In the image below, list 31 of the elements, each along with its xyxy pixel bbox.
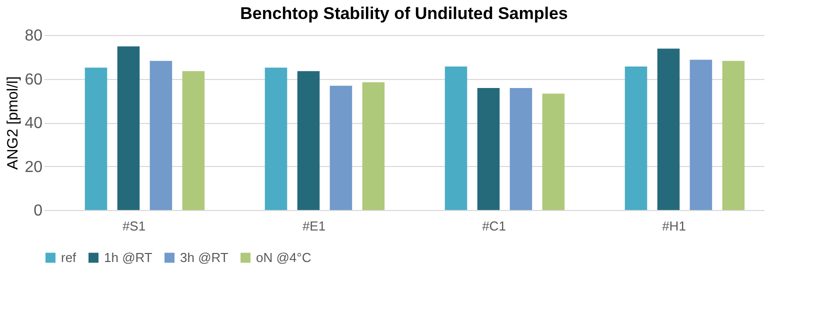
y-tick-label: 60 <box>24 71 43 88</box>
bar <box>477 88 500 210</box>
y-axis-title: ANG2 [pmol/l] <box>4 76 22 170</box>
legend-label: ref <box>61 250 77 265</box>
y-tick-label: 0 <box>34 202 43 220</box>
bar <box>297 71 320 210</box>
x-tick-label: #H1 <box>662 218 686 234</box>
legend-label: 3h @RT <box>180 250 228 265</box>
bar <box>264 68 288 210</box>
bar <box>542 94 565 210</box>
x-tick-label: #S1 <box>122 218 146 234</box>
y-tick-label: 80 <box>24 28 43 44</box>
bar <box>330 86 352 210</box>
y-tick-label: 20 <box>24 158 43 176</box>
x-tick-label: #C1 <box>482 218 506 234</box>
bar <box>657 48 680 210</box>
legend-label: oN @4°C <box>256 250 312 265</box>
bar <box>84 68 108 210</box>
bar <box>362 82 385 210</box>
bar <box>690 60 712 210</box>
bar <box>117 46 140 210</box>
x-tick-label: #E1 <box>302 218 326 234</box>
bar <box>510 88 532 210</box>
bar <box>182 71 205 210</box>
y-tick-label: 40 <box>24 115 43 132</box>
bar <box>722 60 745 210</box>
bar <box>150 60 172 210</box>
bar <box>624 66 648 210</box>
chart-title: Benchtop Stability of Undiluted Samples <box>240 4 568 23</box>
legend-label: 1h @RT <box>104 250 152 265</box>
bar <box>444 66 468 210</box>
